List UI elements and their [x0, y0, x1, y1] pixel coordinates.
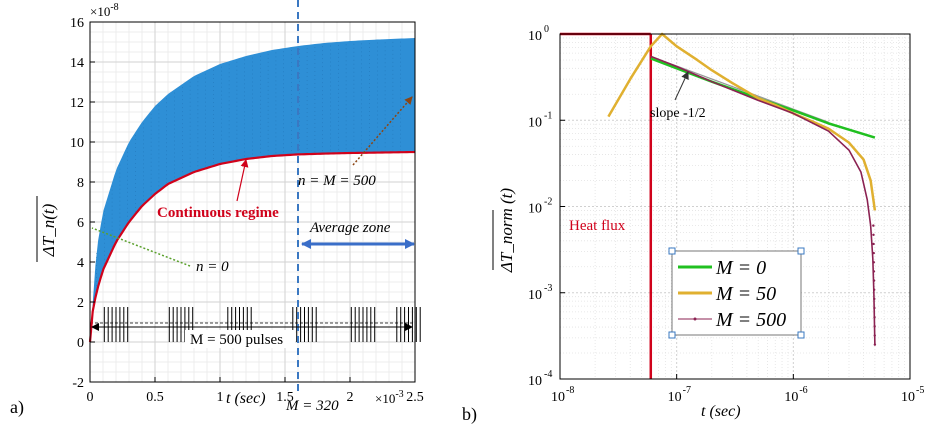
panel-b-label: b) [462, 404, 477, 425]
y-tick-label: 4 [77, 256, 84, 271]
slope-label: slope -1/2 [650, 106, 706, 121]
n-zero-label: n = 0 [196, 259, 229, 275]
y-axis-label: ΔT_n(t) [39, 203, 58, 257]
y-tick-label: 14 [70, 56, 84, 71]
n-equals-m-arrow [352, 96, 413, 166]
legend-handle [797, 247, 805, 255]
slope-arrow [674, 71, 689, 101]
series-m500-point [872, 288, 876, 291]
m320-label: M = 320 [285, 398, 339, 414]
x-tick-label: 10 [784, 390, 798, 405]
legend-handle [668, 247, 676, 255]
y-tick-exponent: -4 [544, 369, 552, 380]
legend-handle [668, 331, 676, 339]
legend-label-m500: M = 500 [715, 309, 786, 331]
x-tick-label: 10 [551, 390, 565, 405]
legend-label-m50: M = 50 [715, 283, 776, 305]
y-axis-label: ΔT_norm (t) [497, 188, 516, 273]
continuous-regime-arrow [236, 159, 249, 202]
x-tick-exponent: -6 [799, 385, 807, 396]
y-tick-exponent: -2 [544, 197, 552, 208]
x-tick-label: 2.5 [406, 390, 424, 405]
y-tick-label: 10 [528, 115, 542, 130]
heat-flux-label: Heat flux [569, 218, 626, 234]
panel-a-label: a) [10, 397, 24, 418]
legend-label-m0: M = 0 [715, 257, 766, 279]
x-tick-label: 1.5 [276, 390, 294, 405]
y-tick-exponent: -1 [544, 110, 552, 121]
x-tick-exponent: -5 [916, 385, 924, 396]
y-tick-exponent: -3 [544, 283, 552, 294]
series-m500-point [872, 270, 876, 273]
x-axis-label: t (sec) [701, 403, 741, 420]
pulses-label: M = 500 pulses [190, 332, 283, 348]
legend-handle [797, 331, 805, 339]
y-tick-label: 10 [528, 374, 542, 389]
legend: M = 0 M = 50 M = 500 [668, 247, 805, 339]
x-tick-exponent: -8 [566, 385, 574, 396]
series-m500-point [873, 343, 877, 346]
x-tick-label: 10 [901, 390, 915, 405]
y-tick-label: 10 [70, 136, 84, 151]
series-m500-point [872, 233, 875, 236]
x-tick-label: 0 [87, 390, 94, 405]
series-m500-point [873, 316, 876, 319]
series-m500-point [872, 242, 875, 246]
x-tick-label: 2 [347, 390, 354, 405]
x-axis-label: t (sec) [226, 390, 266, 407]
x-tick-label: 10 [668, 390, 682, 405]
y-tick-label: 6 [77, 216, 84, 231]
continuous-regime-label: Continuous regime [157, 205, 279, 221]
x-tick-label: 1 [217, 390, 224, 405]
y-tick-label: 0 [77, 336, 84, 351]
legend-marker-m500 [693, 317, 697, 321]
continuous-regime-curve [88, 150, 416, 343]
series-m500-point [872, 224, 875, 227]
y-tick-label: 10 [528, 202, 542, 217]
n-equals-m-label: n = M = 500 [298, 173, 376, 189]
series-m50-line [607, 32, 877, 211]
y-tick-label: -2 [72, 376, 84, 391]
pulses-label-bg [185, 330, 295, 348]
panel-b-series [607, 32, 877, 346]
x-tick-exponent: -7 [683, 385, 691, 396]
series-m500-point [873, 334, 876, 337]
y-exponent: ×10-8 [90, 2, 119, 19]
series-m500-point [872, 251, 875, 255]
y-tick-exponent: 0 [544, 24, 549, 35]
series-m500-point [873, 297, 876, 301]
y-tick-label: 16 [70, 16, 84, 31]
series-m500-point [873, 325, 876, 328]
series-m500-line [650, 55, 876, 345]
series-m500-point [873, 306, 876, 310]
x-exponent: ×10-3 [375, 389, 404, 406]
response-envelope-area [90, 38, 415, 342]
y-tick-label: 8 [77, 176, 84, 191]
series-m500-point [872, 261, 876, 264]
panel-a-frame [89, 21, 416, 383]
series-m500-point [872, 279, 876, 282]
y-tick-label: 2 [77, 296, 84, 311]
y-tick-label: 10 [528, 288, 542, 303]
x-tick-label: 0.5 [146, 390, 164, 405]
y-tick-label: 10 [528, 29, 542, 44]
average-zone-label: Average zone [309, 220, 391, 236]
n-zero-arrow [91, 227, 191, 267]
y-tick-label: 12 [70, 96, 84, 111]
